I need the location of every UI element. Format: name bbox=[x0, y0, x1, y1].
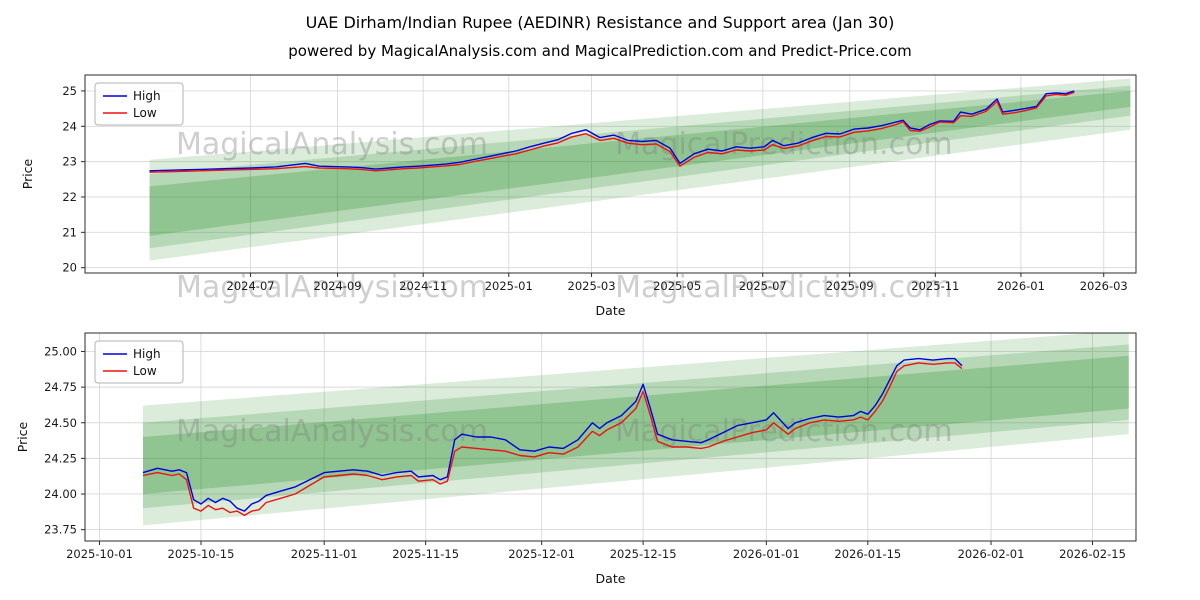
x-tick-label: 2024-11 bbox=[399, 279, 447, 293]
band-area bbox=[149, 85, 1131, 249]
x-tick-label: 2025-09 bbox=[826, 279, 874, 293]
legend: High Low bbox=[94, 340, 184, 384]
x-tick-label: 2026-03 bbox=[1080, 279, 1128, 293]
legend-label: Low bbox=[133, 364, 157, 378]
y-tick-label: 20 bbox=[62, 261, 77, 275]
x-axis-label: Date bbox=[596, 571, 626, 586]
watermark-text: MagicalPrediction.com bbox=[615, 127, 953, 162]
x-tick-label: 2024-09 bbox=[314, 279, 362, 293]
series-group bbox=[149, 90, 1075, 173]
support-resistance-bands bbox=[149, 78, 1131, 261]
bottom-chart: MagicalAnalysis.com MagicalPrediction.com… bbox=[15, 332, 1137, 586]
y-tick-label: 23 bbox=[62, 155, 77, 169]
high-line bbox=[149, 90, 1075, 172]
x-tick-label: 2026-01-15 bbox=[834, 547, 901, 561]
x-axis-label: Date bbox=[596, 303, 626, 318]
legend-label: High bbox=[133, 347, 161, 361]
axes-frame bbox=[84, 332, 1137, 542]
legend: High Low bbox=[94, 82, 184, 126]
y-tick-label: 24.25 bbox=[44, 451, 77, 465]
x-tick-label: 2025-11-15 bbox=[392, 547, 459, 561]
x-tick-label: 2025-11 bbox=[911, 279, 959, 293]
legend-label: Low bbox=[133, 106, 157, 120]
band-area bbox=[142, 355, 1129, 494]
x-tick-label: 2026-02-01 bbox=[958, 547, 1025, 561]
y-tick-label: 24.50 bbox=[44, 416, 77, 430]
grid bbox=[85, 75, 1136, 273]
tick-labels: 2025-10-01 2025-10-15 2025-11-01 2025-11-15… bbox=[44, 345, 1126, 561]
legend-label: High bbox=[133, 89, 161, 103]
x-tick-label: 2025-07 bbox=[739, 279, 787, 293]
legend-box bbox=[94, 82, 184, 126]
low-line bbox=[142, 362, 963, 517]
x-tick-label: 2025-10-15 bbox=[168, 547, 235, 561]
charts-canvas: MagicalAnalysis.com MagicalPrediction.com… bbox=[15, 74, 1137, 586]
band-area bbox=[142, 344, 1129, 509]
y-axis-label: Price bbox=[20, 158, 35, 189]
figure-header: UAE Dirham/Indian Rupee (AEDINR) Resista… bbox=[0, 0, 1200, 66]
band-area bbox=[142, 333, 1129, 526]
x-tick-label: 2025-11-01 bbox=[291, 547, 358, 561]
watermark-text: MagicalAnalysis.com bbox=[176, 270, 488, 305]
x-tick-label: 2025-10-01 bbox=[66, 547, 133, 561]
series-group bbox=[142, 357, 963, 517]
y-tick-label: 24.00 bbox=[44, 487, 77, 501]
y-axis-label: Price bbox=[15, 421, 30, 452]
y-tick-label: 23.75 bbox=[44, 523, 77, 537]
figure-title: UAE Dirham/Indian Rupee (AEDINR) Resista… bbox=[305, 13, 895, 32]
x-tick-label: 2025-01 bbox=[485, 279, 533, 293]
legend-box bbox=[94, 340, 184, 384]
tick-labels: 2024-07 2024-09 2024-11 2025-01 2025-03 2025-… bbox=[62, 84, 1127, 293]
x-tick-label: 2026-01-01 bbox=[733, 547, 800, 561]
x-tick-label: 2025-12-01 bbox=[508, 547, 575, 561]
watermark-text: MagicalAnalysis.com bbox=[176, 414, 488, 449]
band-area bbox=[149, 78, 1131, 261]
y-tick-label: 25.00 bbox=[44, 345, 77, 359]
y-tick-label: 22 bbox=[62, 190, 77, 204]
watermark-text: MagicalPrediction.com bbox=[615, 270, 953, 305]
watermark-text: MagicalAnalysis.com bbox=[176, 127, 488, 162]
x-tick-label: 2024-07 bbox=[227, 279, 275, 293]
grid bbox=[85, 333, 1136, 541]
x-tick-label: 2026-01 bbox=[997, 279, 1045, 293]
axes-frame bbox=[84, 74, 1137, 274]
x-tick-label: 2025-05 bbox=[653, 279, 701, 293]
y-tick-label: 24 bbox=[62, 119, 77, 133]
y-tick-label: 21 bbox=[62, 225, 77, 239]
top-chart: MagicalAnalysis.com MagicalPrediction.com… bbox=[20, 74, 1137, 318]
low-line bbox=[149, 91, 1075, 173]
high-line bbox=[142, 357, 963, 512]
x-tick-label: 2026-02-15 bbox=[1059, 547, 1126, 561]
y-tick-label: 24.75 bbox=[44, 380, 77, 394]
support-resistance-bands bbox=[142, 333, 1129, 526]
x-tick-label: 2025-12-15 bbox=[610, 547, 677, 561]
y-tick-label: 25 bbox=[62, 84, 77, 98]
x-tick-label: 2025-03 bbox=[568, 279, 616, 293]
figure-subtitle: powered by MagicalAnalysis.com and Magic… bbox=[288, 42, 912, 60]
